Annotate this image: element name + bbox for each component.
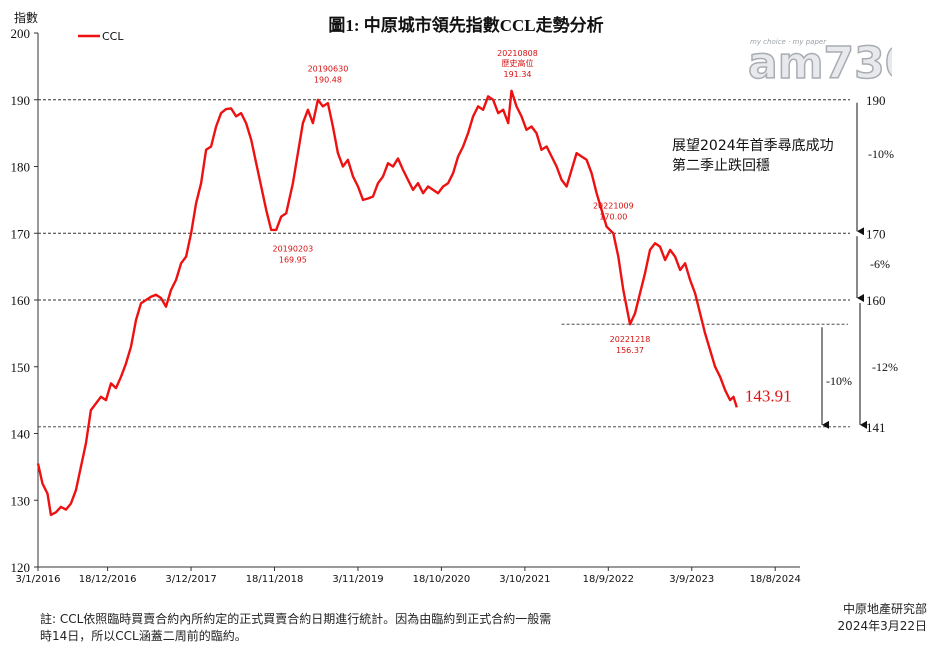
- y-tick-label: 160: [11, 293, 31, 308]
- change-label: -6%: [870, 257, 890, 271]
- annotation-date: 20210808: [497, 49, 538, 58]
- annotation-note: 歷史高位: [502, 58, 534, 68]
- footnote-line-1: 註: CCL依照臨時買賣合約內所約定的正式買賣合約日期進行統計。因為由臨約到正式…: [40, 612, 552, 626]
- footnote: 註: CCL依照臨時買賣合約內所約定的正式買賣合約日期進行統計。因為由臨約到正式…: [40, 611, 640, 645]
- reference-line-label: 160: [866, 293, 886, 308]
- y-axis-label: 指數: [14, 10, 38, 25]
- outlook-text-line-1: 展望2024年首季尋底成功: [672, 138, 834, 154]
- x-tick-label: 18/11/2018: [246, 574, 304, 585]
- outlook-text-line-2: 第二季止跌回穩: [672, 157, 770, 174]
- x-tick-label: 3/10/2021: [499, 574, 550, 585]
- y-tick-label: 180: [11, 160, 31, 175]
- reference-line-label: 190: [866, 93, 886, 108]
- x-tick-label: 3/1/2016: [16, 574, 61, 585]
- change-label: -10%: [826, 374, 852, 388]
- annotation-date: 20190630: [308, 65, 349, 74]
- y-tick-label: 200: [11, 26, 31, 41]
- x-tick-label: 18/8/2024: [750, 574, 801, 585]
- annotation-value: 191.34: [504, 70, 532, 79]
- x-tick-label: 18/10/2020: [413, 574, 471, 585]
- change-label: -10%: [868, 147, 894, 161]
- x-tick-label: 18/12/2016: [79, 574, 137, 585]
- chart-title: 圖1: 中原城市領先指數CCL走勢分析: [328, 15, 603, 35]
- footnote-line-2: 時14日，所以CCL涵蓋二周前的臨約。: [40, 629, 247, 643]
- annotation-value: 170.00: [599, 212, 627, 221]
- annotation-value: 169.95: [279, 256, 307, 265]
- ccl-series-line: [36, 89, 738, 517]
- annotation-date: 20221218: [610, 335, 651, 344]
- y-tick-label: 150: [11, 360, 31, 375]
- x-tick-label: 3/12/2017: [165, 574, 216, 585]
- y-tick-label: 190: [11, 93, 31, 108]
- annotation-date: 20221009: [593, 201, 634, 210]
- latest-value-label: 143.91: [745, 386, 792, 405]
- source: 中原地產研究部 2024年3月22日: [838, 601, 927, 635]
- x-tick-label: 3/9/2023: [669, 574, 714, 585]
- logo-text: am730: [748, 38, 892, 84]
- logo-tagline: my choice · my paper: [750, 38, 827, 46]
- source-date: 2024年3月22日: [837, 619, 927, 633]
- source-name: 中原地產研究部: [842, 602, 927, 616]
- y-tick-label: 130: [11, 493, 31, 508]
- annotation-value: 190.48: [314, 76, 342, 85]
- change-label: -12%: [872, 360, 898, 374]
- legend-label: CCL: [102, 30, 124, 43]
- annotation-date: 20190203: [273, 245, 314, 254]
- y-tick-label: 140: [11, 427, 31, 442]
- x-tick-label: 18/9/2022: [583, 574, 634, 585]
- am730-logo: my choice · my paper am730: [748, 37, 892, 84]
- y-tick-label: 120: [11, 560, 31, 575]
- x-tick-label: 3/11/2019: [332, 574, 383, 585]
- y-tick-label: 170: [11, 226, 31, 241]
- annotation-value: 156.37: [616, 346, 644, 355]
- reference-line-label: 170: [866, 226, 886, 241]
- reference-line-label: 141: [866, 420, 886, 435]
